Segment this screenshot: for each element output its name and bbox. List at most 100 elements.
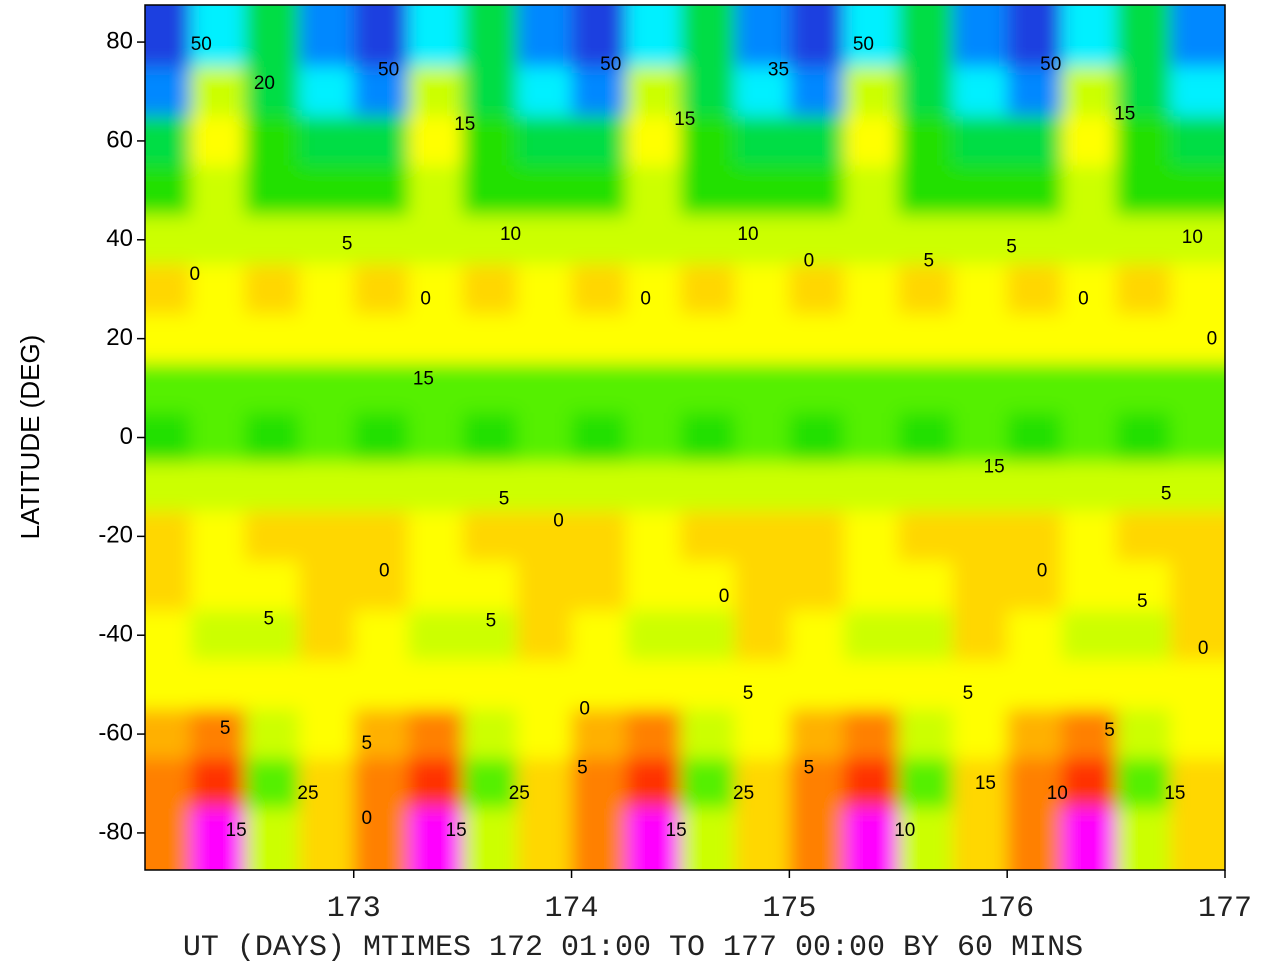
cell (626, 561, 682, 612)
cell (898, 116, 954, 167)
cell (244, 363, 301, 414)
cell (952, 462, 1009, 513)
cell (734, 659, 791, 711)
y-tick-label: 60 (106, 126, 133, 153)
cell (462, 412, 519, 464)
cell (462, 363, 519, 414)
cell (1170, 511, 1225, 563)
cell (952, 313, 1009, 365)
cell (734, 709, 791, 760)
contour-label: 25 (509, 783, 530, 804)
cell (462, 511, 519, 563)
cell (898, 659, 954, 711)
cell (244, 511, 301, 563)
cell (898, 808, 954, 870)
cell (353, 412, 410, 464)
cell (353, 758, 410, 810)
cell (517, 561, 573, 612)
cell (190, 363, 246, 414)
y-tick-label: -80 (98, 818, 133, 845)
contour-field (145, 5, 1225, 870)
cell (626, 462, 682, 513)
cell (843, 511, 900, 563)
cell (517, 264, 573, 315)
cell (789, 462, 845, 513)
cell (680, 165, 736, 217)
cell (898, 165, 954, 217)
cell (571, 165, 628, 217)
contour-label: 0 (1207, 329, 1218, 350)
cell (898, 462, 954, 513)
cell (571, 561, 628, 612)
cell (1007, 462, 1063, 513)
cell (952, 412, 1009, 464)
cell (571, 215, 628, 266)
cell (1007, 511, 1063, 563)
contour-label: 10 (1182, 227, 1203, 248)
cell (843, 264, 900, 315)
cell (462, 659, 519, 711)
cell (626, 66, 682, 118)
cell (145, 313, 192, 365)
x-axis-label: UT (DAYS) MTIMES 172 01:00 TO 177 00:00 … (183, 931, 1083, 965)
cell (1061, 116, 1118, 167)
cell (1007, 412, 1063, 464)
cell (952, 758, 1009, 810)
cell (571, 264, 628, 315)
cell (952, 116, 1009, 167)
cell (190, 758, 246, 810)
contour-label: 5 (1104, 720, 1115, 741)
cell (517, 511, 573, 563)
cell (626, 808, 682, 870)
contour-label: 10 (1047, 783, 1068, 804)
cell (244, 462, 301, 513)
cell (680, 363, 736, 414)
contour-label: 15 (1164, 783, 1185, 804)
cell (843, 758, 900, 810)
cell (680, 808, 736, 870)
cell (789, 5, 845, 68)
cell (462, 66, 519, 118)
cell (408, 165, 464, 217)
cell (843, 363, 900, 414)
cell (952, 511, 1009, 563)
cell (843, 709, 900, 760)
cell (952, 808, 1009, 870)
contour-label: 10 (500, 224, 521, 245)
cell (734, 462, 791, 513)
cell (1061, 66, 1118, 118)
cell (626, 610, 682, 661)
cell (1061, 363, 1118, 414)
contour-label: 5 (804, 758, 815, 779)
y-tick-label: 0 (120, 423, 133, 450)
cell (408, 659, 464, 711)
cell (898, 709, 954, 760)
contour-label: 5 (743, 683, 754, 704)
cell (571, 363, 628, 414)
cell (462, 808, 519, 870)
cell (1007, 709, 1063, 760)
cell (244, 66, 301, 118)
cell (1116, 610, 1172, 661)
cell (462, 709, 519, 760)
cell (299, 313, 355, 365)
x-tick-label: 176 (980, 892, 1034, 926)
cell (734, 610, 791, 661)
cell (1061, 165, 1118, 217)
cell (1061, 264, 1118, 315)
cell (1007, 215, 1063, 266)
cell (353, 5, 410, 68)
cell (1007, 264, 1063, 315)
cell (571, 758, 628, 810)
cell (145, 116, 192, 167)
cell (353, 165, 410, 217)
cell (680, 116, 736, 167)
contour-label: 15 (446, 820, 467, 841)
cell (408, 313, 464, 365)
contour-label: 15 (984, 457, 1005, 478)
cell (1170, 66, 1225, 118)
cell (952, 709, 1009, 760)
y-tick-label: -20 (98, 522, 133, 549)
cell (1007, 363, 1063, 414)
cell (626, 5, 682, 68)
